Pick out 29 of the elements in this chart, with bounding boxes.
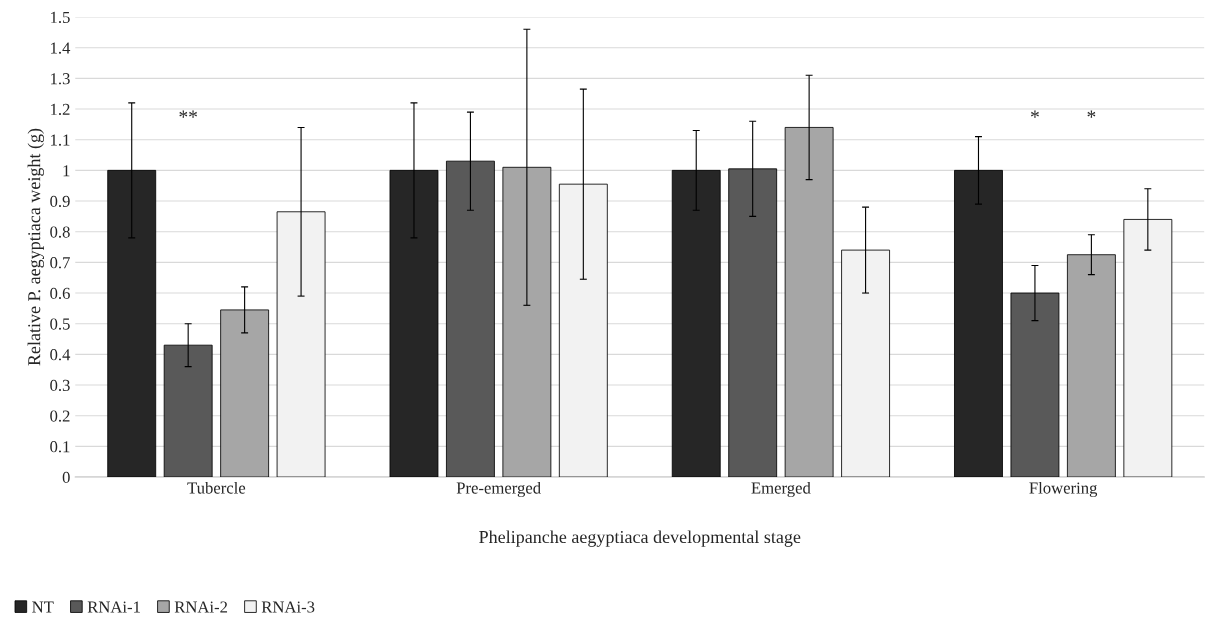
y-tick-label: 0.6: [50, 287, 70, 300]
y-axis-title: Relative P. aegyptiaca weight (g): [27, 128, 45, 366]
y-tick-label: 0.4: [50, 349, 71, 361]
annotation: **: [179, 110, 197, 118]
y-tick-label: 0.3: [50, 379, 70, 392]
y-tick-label: 0: [62, 471, 70, 483]
y-tick-label: 0.2: [50, 410, 70, 422]
legend-label: RNAi-2: [174, 601, 228, 613]
y-tick-label: 0.8: [50, 226, 70, 238]
y-tick-label: 0.5: [50, 318, 70, 330]
y-tick-label: 1.2: [51, 103, 70, 116]
y-tick-label: 1.1: [51, 134, 70, 146]
y-tick-label: 0.1: [50, 441, 70, 453]
y-tick-label: 0.9: [50, 195, 70, 208]
x-tick-label: Pre-emerged: [456, 481, 541, 498]
y-tick-label: 1: [63, 165, 70, 177]
x-tick-label: Emerged: [751, 481, 811, 498]
y-tick-label: 1.4: [51, 42, 71, 54]
x-axis-title: Phelipanche aegyptiaca developmental stage: [479, 530, 801, 547]
legend-label: RNAi-1: [87, 601, 140, 613]
legend-label: NT: [32, 601, 54, 613]
annotation: *: [1031, 110, 1039, 118]
y-tick-label: 1.3: [51, 73, 70, 85]
annotation: *: [1087, 110, 1096, 118]
y-tick-label: 1.5: [51, 11, 70, 24]
x-tick-label: Flowering: [1029, 481, 1098, 498]
y-tick-label: 0.7: [50, 257, 70, 269]
legend-label: RNAi-3: [261, 601, 315, 613]
x-tick-label: Tubercle: [187, 481, 246, 494]
